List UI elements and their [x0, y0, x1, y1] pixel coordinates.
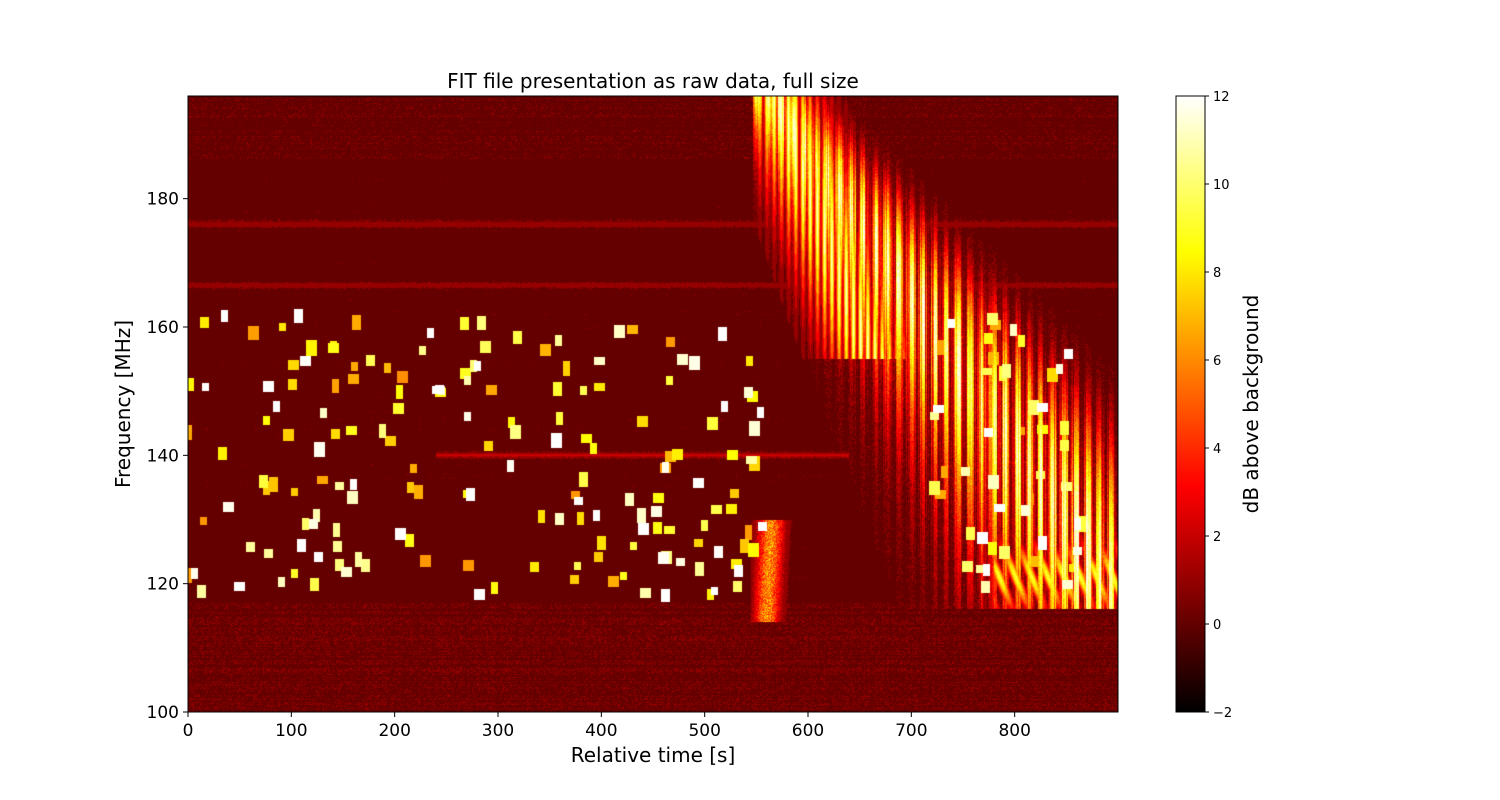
colorbar-label: dB above background	[1239, 295, 1263, 514]
x-tick-label: 100	[275, 721, 307, 741]
colorbar-tick-label: 8	[1213, 266, 1221, 281]
x-tick-label: 500	[688, 721, 720, 741]
x-tick-label: 300	[482, 721, 514, 741]
colorbar-tick-label: 2	[1213, 530, 1221, 545]
x-tick-label: 0	[183, 721, 194, 741]
colorbar-tick-label: 0	[1213, 618, 1221, 633]
y-axis-label: Frequency [MHz]	[111, 320, 135, 488]
y-tick-label: 120	[147, 575, 179, 595]
chart-title: FIT file presentation as raw data, full …	[447, 69, 859, 93]
colorbar-frame	[1176, 96, 1205, 712]
colorbar-tick-label: 12	[1213, 90, 1230, 105]
colorbar-tick-label: −2	[1213, 706, 1232, 721]
x-axis-ticks: 0 100 200 300 400 500 600 700 800	[183, 712, 1031, 741]
colorbar-tick-label: 10	[1213, 178, 1230, 193]
y-tick-label: 140	[147, 446, 179, 466]
y-tick-label: 100	[147, 703, 179, 723]
x-tick-label: 400	[585, 721, 617, 741]
colorbar-tick-label: 4	[1213, 442, 1221, 457]
y-tick-label: 180	[147, 190, 179, 210]
x-tick-label: 200	[378, 721, 410, 741]
x-tick-label: 800	[998, 721, 1030, 741]
x-tick-label: 600	[792, 721, 824, 741]
x-axis-label: Relative time [s]	[571, 743, 736, 767]
y-tick-label: 160	[147, 318, 179, 338]
y-axis-ticks: 100 120 140 160 180	[147, 190, 188, 723]
plot-frame	[188, 96, 1118, 712]
colorbar-tick-label: 6	[1213, 354, 1221, 369]
x-tick-label: 700	[895, 721, 927, 741]
colorbar-ticks: −2 0 2 4 6 8 10 12	[1205, 90, 1232, 721]
